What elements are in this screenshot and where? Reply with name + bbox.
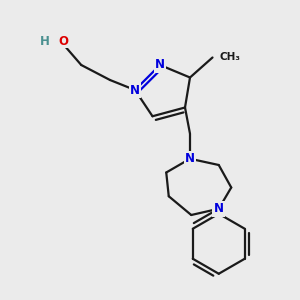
Text: N: N: [155, 58, 165, 71]
Text: N: N: [130, 83, 140, 97]
Text: O: O: [59, 35, 69, 48]
Text: CH₃: CH₃: [220, 52, 241, 62]
Text: N: N: [185, 152, 195, 165]
Text: N: N: [214, 202, 224, 215]
Text: H: H: [40, 35, 50, 48]
